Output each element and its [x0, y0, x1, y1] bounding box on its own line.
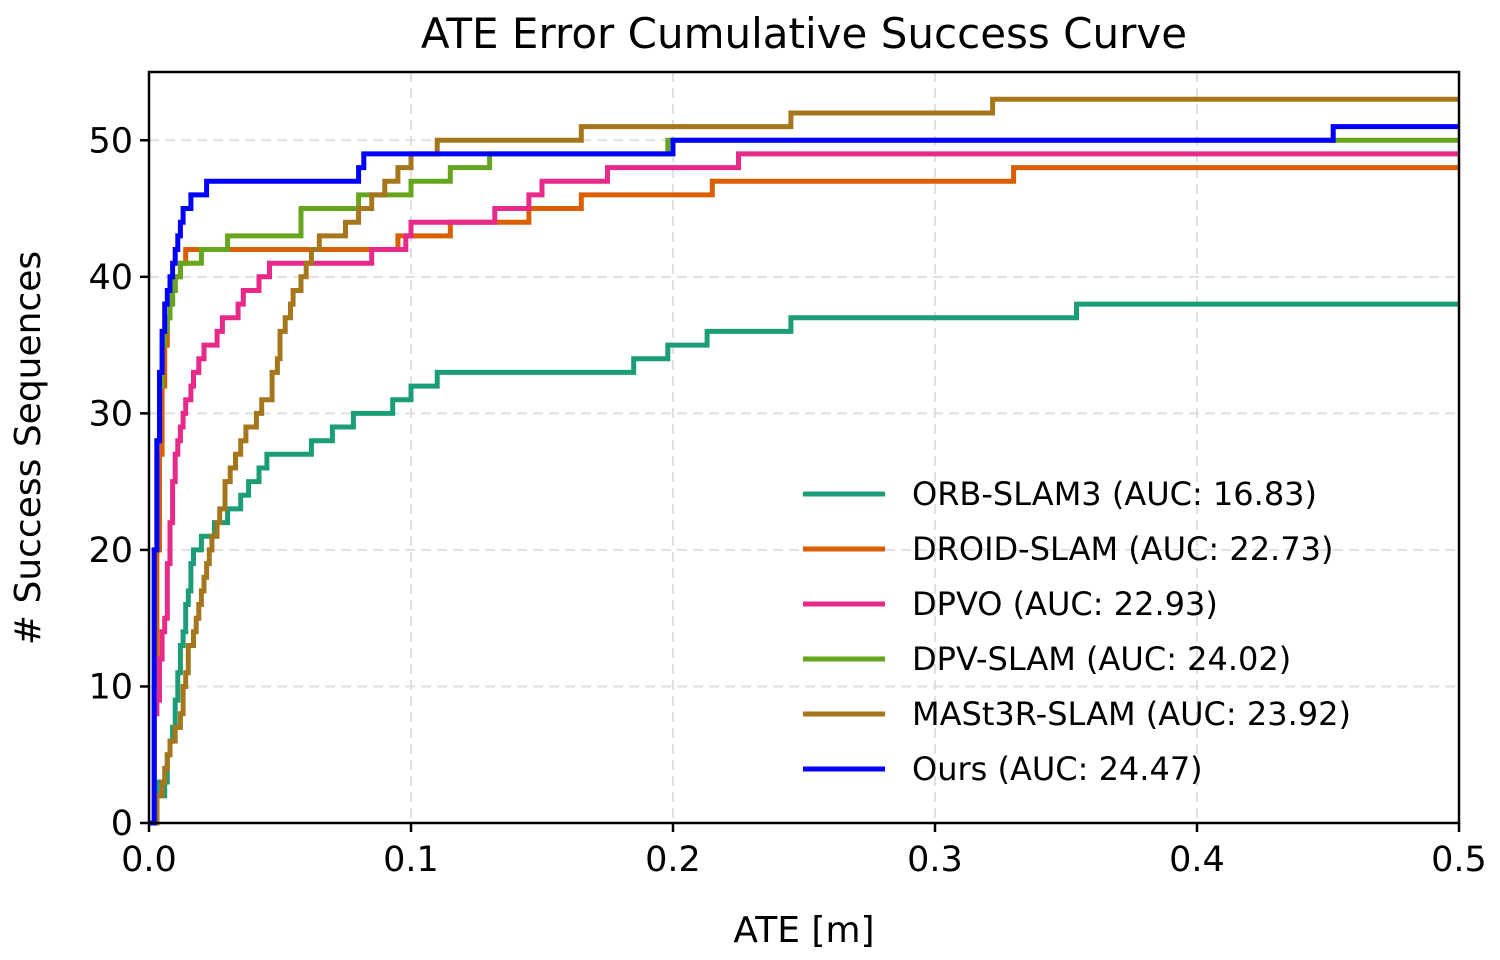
series-group	[149, 96, 1459, 826]
x-tick-label: 0.2	[645, 840, 701, 880]
legend-label-3: DPV-SLAM (AUC: 24.02)	[912, 640, 1291, 678]
legend-label-4: MASt3R-SLAM (AUC: 23.92)	[912, 695, 1351, 733]
y-tick-label: 30	[88, 394, 133, 434]
y-tick-label: 0	[111, 804, 133, 844]
y-tick-label: 10	[88, 667, 133, 707]
x-axis-label: ATE [m]	[733, 910, 874, 951]
legend-label-0: ORB-SLAM3 (AUC: 16.83)	[912, 475, 1317, 513]
y-tick-label: 50	[88, 121, 133, 161]
series-line-0	[149, 301, 1459, 826]
legend-label-2: DPVO (AUC: 22.93)	[912, 585, 1218, 623]
plot-frame	[147, 70, 1461, 825]
y-axis-ticks: 0 10 20 30 40 50	[88, 121, 149, 844]
chart-title: ATE Error Cumulative Success Curve	[421, 9, 1187, 58]
y-tick-label: 20	[88, 531, 133, 571]
y-tick-label: 40	[88, 258, 133, 298]
legend-label-1: DROID-SLAM (AUC: 22.73)	[912, 530, 1333, 568]
legend: ORB-SLAM3 (AUC: 16.83) DROID-SLAM (AUC: 2…	[803, 475, 1351, 788]
y-axis-label: # Success Sequences	[8, 251, 49, 645]
x-tick-label: 0.1	[383, 840, 439, 880]
x-tick-label: 0.5	[1431, 840, 1487, 880]
series-line-4	[149, 96, 1459, 826]
x-tick-label: 0.3	[907, 840, 963, 880]
x-tick-label: 0.0	[121, 840, 177, 880]
legend-label-5: Ours (AUC: 24.47)	[912, 750, 1203, 788]
x-tick-label: 0.4	[1169, 840, 1225, 880]
series-line-5	[149, 124, 1459, 826]
series-line-2	[149, 151, 1459, 826]
x-axis-ticks: 0.0 0.1 0.2 0.3 0.4 0.5	[121, 823, 1487, 880]
